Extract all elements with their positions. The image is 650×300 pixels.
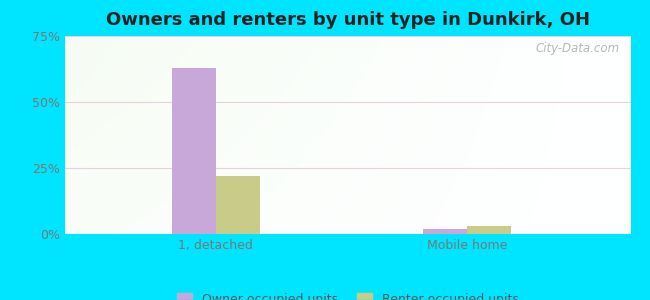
Bar xyxy=(216,176,260,234)
Title: Owners and renters by unit type in Dunkirk, OH: Owners and renters by unit type in Dunki… xyxy=(106,11,590,29)
Bar xyxy=(423,229,467,234)
Bar xyxy=(467,226,511,234)
Text: City-Data.com: City-Data.com xyxy=(535,42,619,55)
Bar xyxy=(172,68,216,234)
Legend: Owner occupied units, Renter occupied units: Owner occupied units, Renter occupied un… xyxy=(172,288,524,300)
